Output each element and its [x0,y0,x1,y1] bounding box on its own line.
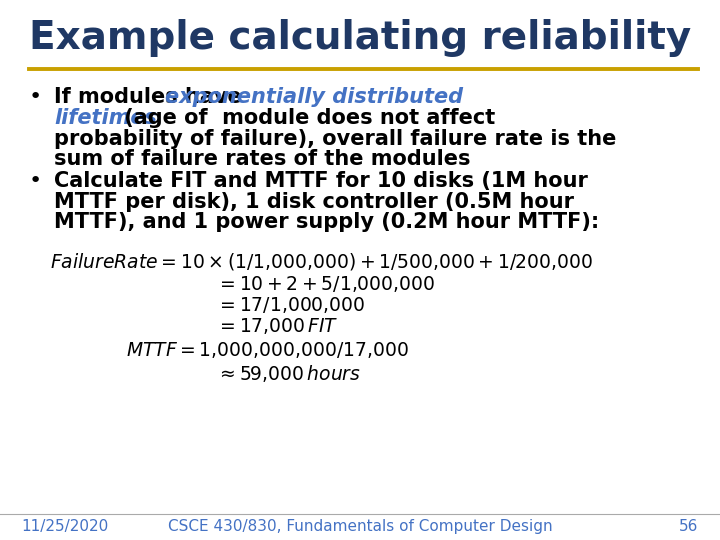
Text: $= 17/1{,}000{,}000$: $= 17/1{,}000{,}000$ [216,295,365,315]
Text: •: • [29,87,42,107]
Text: (age of  module does not affect: (age of module does not affect [117,108,495,128]
Text: If modules have: If modules have [54,87,249,107]
Text: $\mathit{FailureRate} = 10 \times (1/1{,}000{,}000) + 1/500{,}000 + 1/200{,}000$: $\mathit{FailureRate} = 10 \times (1/1{,… [50,251,593,272]
Text: MTTF per disk), 1 disk controller (0.5M hour: MTTF per disk), 1 disk controller (0.5M … [54,192,574,212]
Text: •: • [29,171,42,191]
Text: $\mathit{MTTF}{=}1{,}000{,}000{,}000/17{,}000$: $\mathit{MTTF}{=}1{,}000{,}000{,}000/17{… [126,340,409,360]
Text: MTTF), and 1 power supply (0.2M hour MTTF):: MTTF), and 1 power supply (0.2M hour MTT… [54,212,599,232]
Text: $= 10 + 2 + 5/1{,}000{,}000$: $= 10 + 2 + 5/1{,}000{,}000$ [216,274,435,294]
Text: CSCE 430/830, Fundamentals of Computer Design: CSCE 430/830, Fundamentals of Computer D… [168,519,552,535]
Text: exponentially distributed: exponentially distributed [164,87,463,107]
Text: Calculate FIT and MTTF for 10 disks (1M hour: Calculate FIT and MTTF for 10 disks (1M … [54,171,588,191]
Text: lifetimes: lifetimes [54,108,157,128]
Text: $\approx 59{,}000\,\mathit{hours}$: $\approx 59{,}000\,\mathit{hours}$ [216,363,361,384]
Text: 56: 56 [679,519,698,535]
Text: $= 17{,}000\,\mathit{FIT}$: $= 17{,}000\,\mathit{FIT}$ [216,316,338,336]
Text: probability of failure), overall failure rate is the: probability of failure), overall failure… [54,129,616,148]
Text: 11/25/2020: 11/25/2020 [22,519,109,535]
Text: sum of failure rates of the modules: sum of failure rates of the modules [54,149,470,169]
Text: Example calculating reliability: Example calculating reliability [29,19,691,57]
